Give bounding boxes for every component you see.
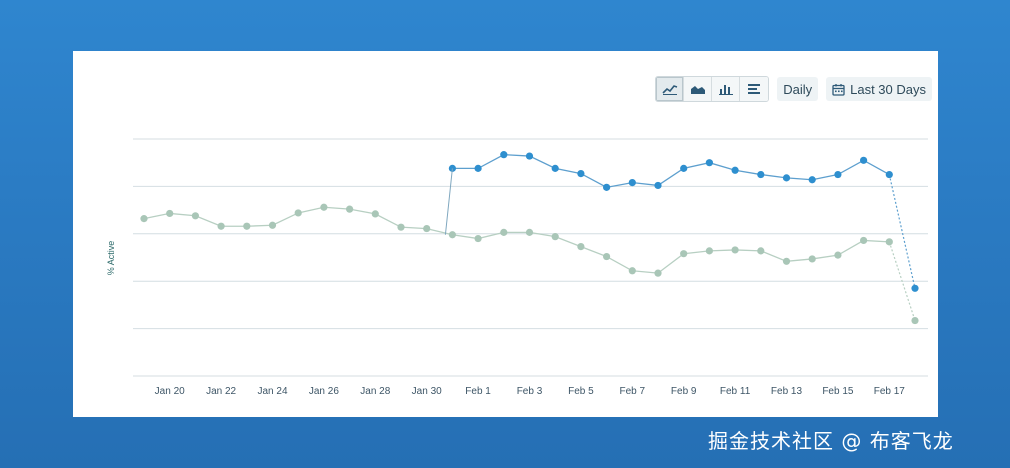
table-view-button[interactable] bbox=[740, 77, 769, 101]
series-blue-point bbox=[808, 176, 816, 184]
series-gray-point bbox=[346, 205, 354, 213]
x-tick-label: Jan 24 bbox=[257, 386, 287, 397]
series-blue-point bbox=[834, 170, 842, 179]
series-gray-point bbox=[834, 251, 842, 259]
line-chart: % Active Jan 20 Jan 22 Jan 24 Jan 26 Jan 28 Ja… bbox=[106, 138, 928, 397]
series-gray-point bbox=[320, 203, 328, 211]
series-gray-point bbox=[294, 209, 302, 217]
series-gray-point bbox=[860, 236, 868, 245]
series-gray-point bbox=[654, 269, 662, 277]
series-blue-point bbox=[782, 174, 791, 182]
x-tick-label: Jan 30 bbox=[412, 386, 442, 397]
series-connector bbox=[444, 168, 453, 235]
series-blue-point bbox=[500, 151, 508, 159]
series-blue-point bbox=[551, 164, 559, 172]
series-gray-point bbox=[680, 250, 688, 258]
series-gray-projection-line bbox=[888, 241, 916, 321]
x-tick-label: Feb 17 bbox=[874, 386, 906, 397]
watermark-text: 掘金技术社区 @ 布客飞龙 bbox=[708, 429, 954, 453]
x-tick-label: Feb 9 bbox=[671, 386, 697, 397]
bar-chart-icon bbox=[718, 85, 733, 95]
series-blue-line bbox=[452, 153, 890, 189]
x-tick-label: Feb 7 bbox=[620, 386, 646, 397]
series-gray-point bbox=[217, 222, 225, 230]
calendar-icon bbox=[832, 83, 845, 96]
series-gray-point bbox=[808, 255, 816, 263]
series-blue-point bbox=[628, 179, 636, 187]
x-tick-label: Jan 22 bbox=[206, 386, 236, 397]
series-gray-point bbox=[603, 252, 611, 261]
chart-toolbar: Daily Last 30 Days bbox=[655, 76, 932, 102]
series-blue-point bbox=[911, 284, 919, 292]
line-chart-button[interactable] bbox=[656, 77, 685, 101]
x-tick-label: Feb 11 bbox=[720, 386, 751, 397]
series-blue-point bbox=[577, 170, 585, 178]
x-tick-label: Feb 3 bbox=[517, 386, 543, 397]
series-gray-point bbox=[731, 246, 739, 254]
chart-type-group bbox=[655, 76, 770, 102]
y-axis-label: % Active bbox=[106, 241, 116, 276]
series-gray-point bbox=[757, 247, 765, 255]
series-gray-point bbox=[885, 238, 893, 246]
series-blue-point bbox=[474, 164, 482, 172]
series-blue-projection-line bbox=[888, 174, 916, 289]
bar-chart-button[interactable] bbox=[712, 77, 741, 101]
series-gray-point bbox=[782, 257, 791, 265]
line-chart-icon bbox=[662, 85, 677, 95]
series-gray-point bbox=[243, 222, 251, 230]
series-gray-point bbox=[705, 247, 714, 255]
x-tick-label: Jan 20 bbox=[155, 386, 185, 397]
series-blue-point bbox=[603, 183, 611, 191]
interval-label: Daily bbox=[783, 81, 813, 97]
area-chart-icon bbox=[690, 86, 705, 94]
series-blue-point bbox=[654, 181, 662, 190]
chart-card: Daily Last 30 Days % Active Jan 20 Jan 22 J… bbox=[73, 51, 938, 417]
series-blue-point bbox=[860, 156, 868, 164]
series-gray-point bbox=[423, 224, 431, 233]
series-gray-point bbox=[551, 233, 559, 241]
series-gray-point bbox=[500, 228, 508, 236]
x-tick-label: Jan 26 bbox=[309, 386, 339, 397]
table-icon bbox=[748, 84, 761, 94]
series-gray-point bbox=[140, 215, 148, 223]
series-blue-point bbox=[705, 159, 714, 167]
series-blue-point bbox=[680, 164, 688, 172]
x-tick-label: Feb 5 bbox=[568, 386, 594, 397]
series-blue-point bbox=[757, 170, 765, 179]
x-tick-label: Jan 28 bbox=[360, 386, 390, 397]
series-gray-point bbox=[268, 221, 277, 229]
x-tick-label: Feb 15 bbox=[822, 386, 854, 397]
series-blue-point bbox=[885, 170, 893, 179]
series-gray-point bbox=[397, 223, 405, 231]
date-range-label: Last 30 Days bbox=[850, 81, 926, 97]
series-blue-point bbox=[525, 152, 534, 160]
series-gray-point bbox=[166, 209, 174, 218]
x-tick-label: Feb 13 bbox=[771, 386, 803, 397]
x-tick-label: Feb 1 bbox=[465, 386, 491, 397]
series-blue-point bbox=[731, 166, 739, 174]
date-range-selector[interactable]: Last 30 Days bbox=[826, 77, 932, 101]
series-gray-point bbox=[628, 267, 636, 275]
series-gray-point bbox=[191, 212, 199, 220]
series-gray-line bbox=[143, 206, 890, 274]
series-gray-point bbox=[474, 234, 482, 243]
series-gray-point bbox=[448, 231, 456, 239]
interval-selector[interactable]: Daily bbox=[777, 77, 819, 101]
series-gray-point bbox=[577, 242, 585, 251]
series-gray-point bbox=[371, 210, 379, 218]
series-gray-point bbox=[911, 316, 919, 325]
area-chart-button[interactable] bbox=[684, 77, 713, 101]
series-gray-point bbox=[525, 228, 534, 236]
